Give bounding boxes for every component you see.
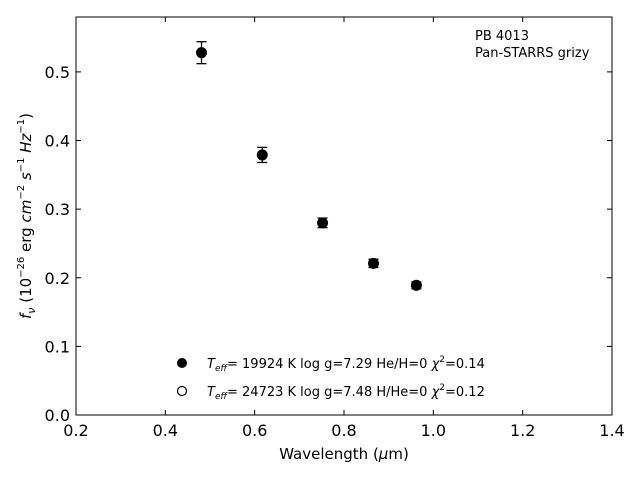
data-point <box>367 257 379 269</box>
y-tick-label: 0.2 <box>45 269 70 288</box>
legend-marker-open <box>176 385 188 397</box>
y-tick-label: 0.3 <box>45 200 70 219</box>
x-tick-label: 0.2 <box>63 421 88 440</box>
data-point <box>317 217 329 229</box>
x-tick-label: 0.6 <box>242 421 267 440</box>
annotation-object-name: PB 4013 <box>475 29 529 44</box>
y-tick-label: 0.0 <box>45 406 70 425</box>
plot-frame <box>75 16 613 416</box>
y-tick-label: 0.1 <box>45 337 70 356</box>
legend-marker-filled <box>177 358 187 368</box>
data-point <box>256 149 268 161</box>
y-tick-label: 0.5 <box>45 63 70 82</box>
legend-entry-1: Teff= 19924 K log g=7.29 He/H=0 χ2=0.14 <box>207 355 485 374</box>
legend-entry-2: Teff= 24723 K log g=7.48 H/He=0 χ2=0.12 <box>207 383 485 402</box>
annotation-photometry: Pan-STARRS grizy <box>475 46 590 61</box>
y-tick-label: 0.4 <box>45 132 70 151</box>
data-point <box>196 47 208 59</box>
y-axis-ticks: 0.0 0.1 0.2 0.3 0.4 0.5 <box>45 63 612 425</box>
x-tick-label: 0.8 <box>331 421 356 440</box>
data-point <box>410 279 422 291</box>
x-tick-label: 0.4 <box>153 421 178 440</box>
y-axis-label: fν (10−26 erg cm−2 s−1 Hz−1) <box>16 113 38 319</box>
x-tick-label: 1.4 <box>599 421 624 440</box>
x-axis-label: Wavelength (μm) <box>279 445 409 463</box>
legend: Teff= 19924 K log g=7.29 He/H=0 χ2=0.14 … <box>176 355 485 402</box>
x-axis-ticks: 0.2 0.4 0.6 0.8 1.0 1.2 1.4 <box>63 17 625 440</box>
x-tick-label: 1.2 <box>510 421 535 440</box>
data-points <box>196 41 422 291</box>
x-tick-label: 1.0 <box>421 421 446 440</box>
